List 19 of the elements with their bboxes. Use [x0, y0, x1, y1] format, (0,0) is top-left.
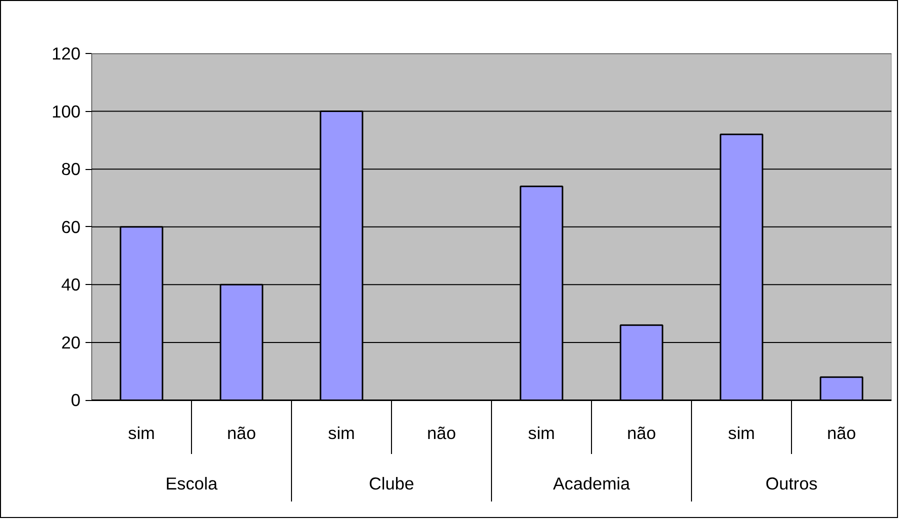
- y-tick-label: 40: [61, 274, 81, 295]
- text: Clube: [368, 473, 414, 494]
- x-tick-label: sim: [728, 423, 755, 444]
- x-tick-label: sim: [528, 423, 555, 444]
- y-tick-label: 60: [61, 216, 81, 237]
- text: Escola: [165, 473, 218, 494]
- y-tick-label: 120: [52, 44, 81, 64]
- y-tick-label: 100: [52, 101, 81, 122]
- x-tick-label: sim: [128, 423, 155, 444]
- y-tick-label: 80: [61, 159, 81, 180]
- x-tick-label: não: [627, 423, 656, 444]
- text: Academia: [552, 473, 630, 494]
- x-tick-label: não: [827, 423, 856, 444]
- text: Outros: [766, 473, 818, 494]
- y-tick-label: 0: [70, 390, 81, 410]
- y-tick-label: 20: [61, 332, 81, 352]
- x-tick-label: não: [427, 423, 456, 444]
- x-tick-label: sim: [328, 423, 355, 444]
- x-tick-label: não: [227, 423, 256, 444]
